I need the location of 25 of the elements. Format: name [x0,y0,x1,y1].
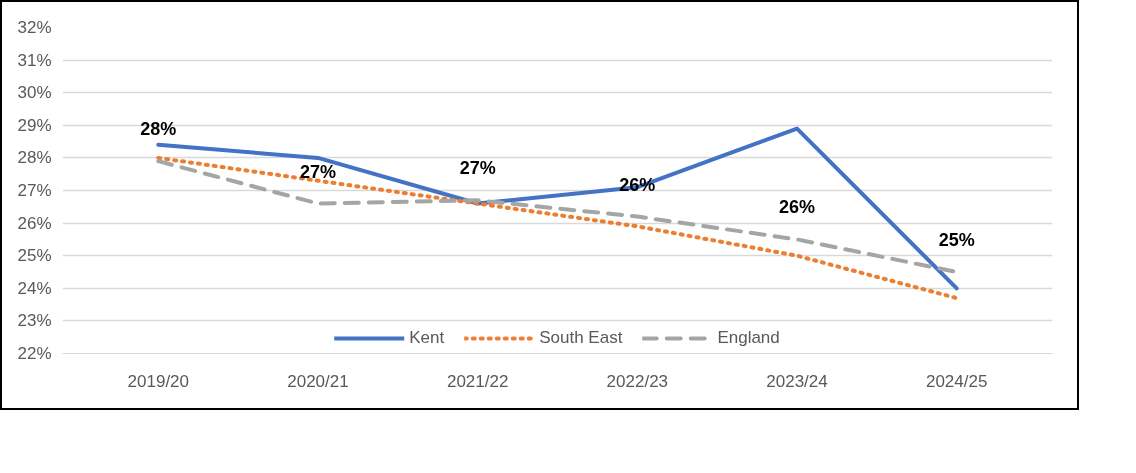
y-tick-label: 26% [17,213,52,233]
y-tick-label: 27% [17,181,52,200]
y-tick-label: 31% [17,50,52,70]
x-tick-label: 2019/20 [127,371,190,391]
y-tick-label: 29% [17,115,52,135]
legend-label: England [717,328,780,348]
x-tick-label: 2021/22 [446,371,509,391]
x-tick-label: 2023/24 [766,371,828,391]
x-tick-label: 2022/23 [606,371,669,391]
y-tick-label: 28% [17,148,52,168]
y-tick-label: 30% [17,83,52,103]
data-label: 28% [140,119,177,140]
data-label: 26% [779,197,816,218]
y-tick-label: 24% [17,278,52,298]
x-tick-label: 2020/21 [287,371,349,391]
data-label: 27% [299,161,336,182]
y-tick-label: 23% [17,311,52,331]
legend-label: Kent [409,328,445,348]
y-tick-label: 25% [17,246,52,266]
y-tick-label: 32% [17,18,52,37]
y-tick-label: 22% [17,344,52,363]
legend-label: South East [539,328,623,348]
data-label: 25% [938,230,975,250]
data-label: 27% [459,158,496,179]
x-tick-label: 2024/25 [925,371,988,391]
